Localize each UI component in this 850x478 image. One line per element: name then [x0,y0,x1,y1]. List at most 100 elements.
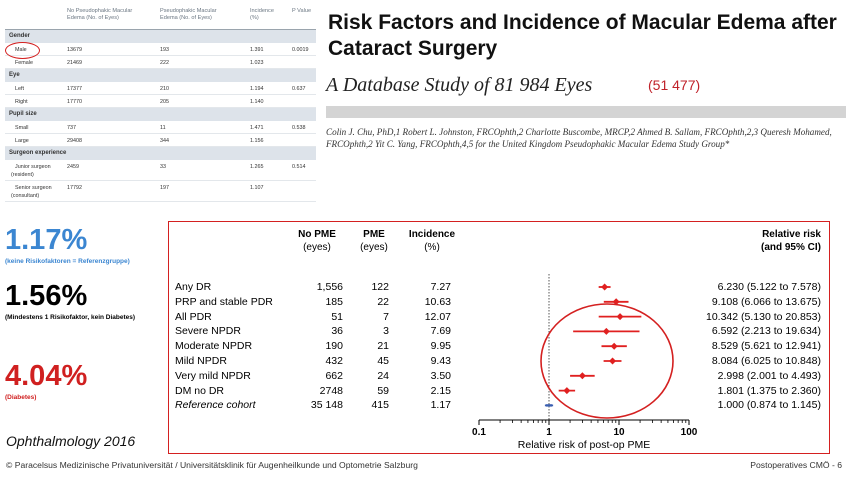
forest-row-no-pme: 2748 [319,384,343,397]
x-tick-label: 0.1 [472,427,486,438]
row-incidence: 1.194 [250,86,264,92]
risk-factor-table: No Pseudophakic Macular Edema (No. of Ey… [5,4,316,202]
journal-citation: Ophthalmology 2016 [6,433,136,449]
stat-no-risk-note: (keine Risikofaktoren = Referenzgruppe) [5,258,130,265]
forest-row-label: Severe NPDR [175,325,241,338]
row-no-pme: 21469 [67,60,82,66]
forest-row-pme: 415 [371,399,389,412]
row-label: Junior surgeon [15,164,51,170]
table-section-header: Gender [5,30,316,43]
forest-row-label: All PDR [175,310,212,323]
forest-row-pme: 7 [383,310,389,323]
table-row: Male 13679 193 1.391 0.0019 [5,43,316,56]
point-estimate [610,342,618,350]
row-no-pme: 17770 [67,99,82,105]
table-row: Small 737 11 1.471 0.538 [5,121,316,134]
highlight-ellipse [540,303,674,419]
forest-row-incidence: 9.95 [430,340,451,353]
forest-row-pme: 21 [377,340,389,353]
forest-row-label: Moderate NPDR [175,340,253,353]
stat-no-risk-value: 1.17% [5,224,88,256]
forest-row-label: Very mild NPDR [175,369,251,382]
forest-header-no-pme: No PME (eyes) [287,228,347,254]
row-no-pme: 17792 [67,185,82,191]
row-p-value: 0.514 [292,164,306,170]
row-label: Large [15,138,29,144]
row-label-sub: (resident) [11,172,34,178]
table-row: Senior surgeon 17792 197 1.107 (consultant) [5,181,316,202]
forest-row-incidence: 10.63 [424,295,451,308]
col-header-p: P Value [292,8,312,14]
row-incidence: 1.471 [250,125,264,131]
forest-row-no-pme: 190 [325,340,343,353]
forest-row-pme: 22 [377,295,389,308]
forest-row-rr-text: 9.108 (6.066 to 13.675) [711,295,821,308]
row-label: Small [15,125,29,131]
table-section-header: Surgeon experience [5,147,316,160]
point-estimate [616,313,624,321]
forest-row-incidence: 7.69 [430,325,451,338]
article-title: Risk Factors and Incidence of Macular Ed… [328,11,837,60]
forest-row-label: PRP and stable PDR [175,295,273,308]
forest-row-rr-text: 6.592 (2.213 to 19.634) [711,325,821,338]
col-header-no-pme: No Pseudophakic Macular Edema (No. of Ey… [67,8,133,21]
forest-row-incidence: 12.07 [424,310,451,323]
forest-row-pme: 45 [377,355,389,367]
col-header-incidence: Incidence (%) [250,8,274,21]
forest-header-pme: PME (eyes) [351,228,397,254]
x-axis-title: Relative risk of post-op PME [518,439,650,451]
x-tick-label: 10 [613,427,625,438]
row-label-sub: (consultant) [11,193,40,199]
point-estimate [602,327,610,335]
article-subtitle: A Database Study of 81 984 Eyes [326,74,593,96]
forest-row-rr-text: 6.230 (5.122 to 7.578) [717,281,821,293]
forest-row-pme: 122 [371,281,389,293]
forest-row-incidence: 2.15 [430,384,451,397]
row-incidence: 1.156 [250,138,264,144]
forest-row-incidence: 9.43 [430,355,451,367]
forest-header-incidence: Incidence (%) [401,228,463,254]
forest-header-incidence-label: Incidence [408,229,456,240]
row-label: Left [15,86,24,92]
stat-diabetes-note: (Diabetes) [5,394,37,401]
stat-risk-factor-value: 1.56% [5,280,88,312]
row-incidence: 1.391 [250,47,264,53]
point-estimate [601,283,609,291]
forest-header-incidence-sub: (%) [424,242,440,253]
row-pme: 210 [160,86,169,92]
forest-row-rr-text: 8.529 (5.621 to 12.941) [711,340,821,353]
forest-row-no-pme: 51 [331,310,343,323]
forest-row-rr-text: 2.998 (2.001 to 4.493) [717,369,821,382]
table-header: No Pseudophakic Macular Edema (No. of Ey… [5,4,316,30]
row-pme: 11 [160,125,166,131]
forest-row-no-pme: 662 [325,369,343,382]
forest-row-rr-text: 8.084 (6.025 to 10.848) [711,355,821,367]
forest-header-no-pme-sub: (eyes) [303,242,331,253]
stat-risk-factor-note: (Mindestens 1 Risikofaktor, kein Diabete… [5,314,136,321]
row-p-value: 0.538 [292,125,306,131]
eyes-count-annotation: (51 477) [648,77,701,93]
forest-row-incidence: 1.17 [430,399,451,412]
forest-row-rr-text: 1.000 (0.874 to 1.145) [717,399,821,412]
point-estimate [563,387,571,395]
x-tick-label: 1 [546,427,552,438]
row-label: Senior surgeon [15,185,52,191]
row-pme: 222 [160,60,169,66]
forest-header-rr-sub: (and 95% CI) [760,242,821,253]
forest-row-rr-text: 10.342 (5.130 to 20.853) [705,310,821,323]
x-tick-label: 100 [681,427,698,438]
row-p-value: 0.637 [292,86,306,92]
row-p-value: 0.0019 [292,47,309,53]
title-divider [326,106,846,118]
row-pme: 193 [160,47,169,53]
table-row: Large 29408 344 1.156 [5,134,316,147]
forest-row-label: DM no DR [175,384,225,397]
table-section-header: Pupil size [5,108,316,121]
author-list: Colin J. Chu, PhD,1 Robert L. Johnston, … [326,127,832,149]
row-pme: 33 [160,164,166,170]
forest-row-no-pme: 1,556 [316,281,343,293]
row-label: Female [15,60,33,66]
row-incidence: 1.107 [250,185,264,191]
table-section-header: Eye [5,69,316,82]
forest-header-pme-label: PME [363,229,385,240]
